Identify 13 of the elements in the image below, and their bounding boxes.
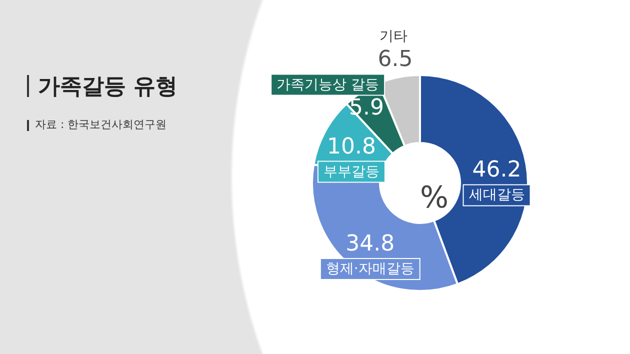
slice-label: 부부갈등 xyxy=(323,164,380,180)
data-label: 46.2 xyxy=(472,158,522,183)
data-label: 5.9 xyxy=(349,95,384,120)
slice-label: 형제·자매갈등 xyxy=(326,260,414,277)
slice-label: 세대갈등 xyxy=(468,187,525,204)
slice-label: 기타 xyxy=(380,28,408,45)
data-label: 6.5 xyxy=(378,47,413,72)
text: % xyxy=(420,180,449,216)
data-label: 10.8 xyxy=(326,134,376,160)
text: 자료 : 한국보건사회연구원 xyxy=(35,118,167,131)
data-label: 34.8 xyxy=(346,231,395,256)
text: 가족갈등 유형 xyxy=(38,74,178,100)
slice-label: 가족기능상 갈등 xyxy=(276,76,380,93)
